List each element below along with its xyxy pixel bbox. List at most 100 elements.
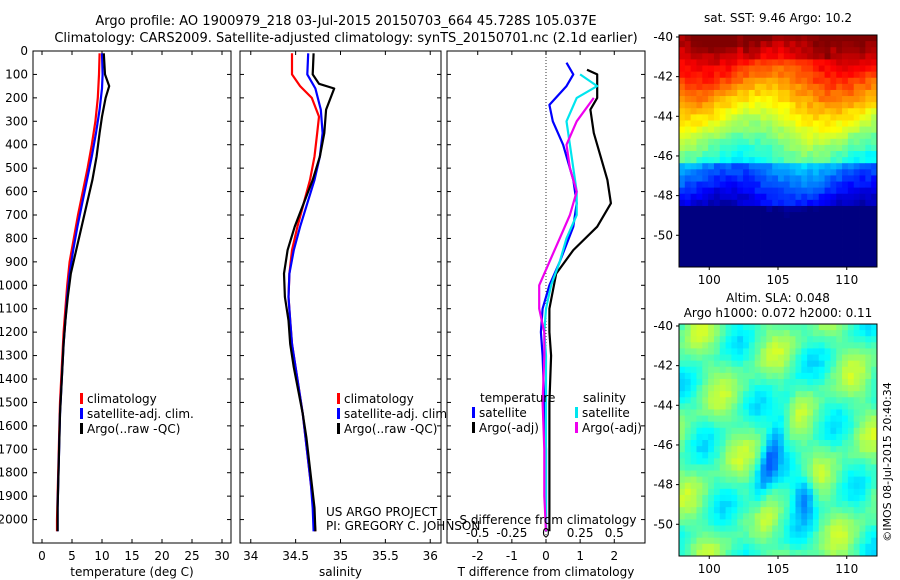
sla-map-cell xyxy=(859,507,866,514)
sla-map-cell xyxy=(842,433,849,441)
sst-map-cell xyxy=(836,224,843,231)
sla-map-cell xyxy=(743,409,750,416)
sla-map-cell xyxy=(783,421,791,429)
sst-map-cell xyxy=(748,187,756,195)
sst-map-cell xyxy=(853,35,860,42)
sla-map-cell xyxy=(754,421,761,429)
sla-map-cell xyxy=(737,537,744,545)
sla-map-cell xyxy=(737,488,744,496)
sst-map-cell xyxy=(801,199,808,207)
sst-map-cell xyxy=(830,260,837,268)
sla-map-cell xyxy=(690,421,697,429)
sst-map-cell xyxy=(812,77,820,85)
sst-map-cell xyxy=(801,151,808,158)
sla-map-cell xyxy=(679,415,686,423)
sst-map-cell xyxy=(737,169,744,176)
sla-map-cell xyxy=(778,494,785,502)
sla-map-cell xyxy=(696,549,703,557)
sst-map-cell xyxy=(783,212,791,219)
sst-map-cell xyxy=(865,199,872,207)
sst-map-cell xyxy=(731,114,738,121)
sst-map-cell xyxy=(748,193,756,201)
sst-map-cell xyxy=(766,230,773,237)
sst-map-cell xyxy=(760,126,767,134)
sla-map-cell xyxy=(679,385,686,392)
sla-map-cell xyxy=(754,409,761,416)
sla-map-cell xyxy=(760,403,767,410)
sst-map-cell xyxy=(731,53,738,60)
sst-map-cell xyxy=(696,187,703,195)
sla-map-cell xyxy=(783,354,791,362)
sst-map-cell xyxy=(783,59,791,66)
sla-map-cell xyxy=(801,543,808,551)
sst-map-cell xyxy=(748,175,756,182)
sla-map-cell xyxy=(830,360,837,368)
sst-map-cell xyxy=(865,181,872,189)
map-x-tick-label: 105 xyxy=(767,273,790,287)
sla-map-cell xyxy=(847,348,855,355)
sst-map-cell xyxy=(859,53,866,60)
sst-map-cell xyxy=(824,236,831,243)
sst-map-cell xyxy=(708,157,715,164)
sst-map-cell xyxy=(719,35,726,42)
sla-map-cell xyxy=(801,403,808,410)
sla-map-cell xyxy=(725,324,732,331)
sla-map-cell xyxy=(842,324,849,331)
map-y-tick-label: -40 xyxy=(653,319,673,333)
sla-map-cell xyxy=(690,378,697,386)
sst-map-cell xyxy=(807,260,814,268)
sst-map-cell xyxy=(853,169,860,176)
sla-map-cell xyxy=(871,464,878,471)
sst-map-cell xyxy=(696,254,703,262)
sla-map-cell xyxy=(772,415,779,423)
sst-map-cell xyxy=(725,132,732,140)
sst-map-cell xyxy=(830,41,837,48)
sst-map-cell xyxy=(696,199,703,207)
sst-map-cell xyxy=(713,59,721,66)
sla-map-cell xyxy=(754,494,761,502)
sla-map-cell xyxy=(842,440,849,447)
sst-map-cell xyxy=(748,242,756,250)
sst-map-cell xyxy=(842,144,849,152)
sla-map-cell xyxy=(760,537,767,545)
sst-map-cell xyxy=(847,89,855,97)
sla-map-cell xyxy=(743,543,750,551)
sst-map-cell xyxy=(719,71,726,79)
sla-map-cell xyxy=(713,525,721,532)
sla-map-cell xyxy=(824,519,831,526)
sla-map-cell xyxy=(824,391,831,398)
sla-map-cell xyxy=(807,397,814,404)
x-tick-label: 25 xyxy=(184,549,199,563)
sla-map-cell xyxy=(696,501,703,508)
sst-map-cell xyxy=(812,96,820,103)
sst-map-cell xyxy=(690,41,697,48)
credit-line1: US ARGO PROJECT xyxy=(326,505,438,519)
sla-map-cell xyxy=(830,537,837,545)
sla-map-cell xyxy=(760,507,767,514)
sst-map-cell xyxy=(743,59,750,66)
sst-map-cell xyxy=(778,218,785,225)
sla-map-cell xyxy=(824,342,831,349)
sla-map-cell xyxy=(725,458,732,465)
sst-map-cell xyxy=(853,102,860,109)
sla-map-cell xyxy=(737,409,744,416)
sla-map-cell xyxy=(766,409,773,416)
sst-map-cell xyxy=(679,120,686,127)
sla-map-cell xyxy=(865,549,872,557)
sla-map-cell xyxy=(818,476,825,484)
sst-map-cell xyxy=(789,144,796,152)
sst-map-cell xyxy=(830,83,837,91)
y-tick-label: 1100 xyxy=(0,302,28,316)
sst-map-cell xyxy=(836,89,843,97)
sst-map-cell xyxy=(743,157,750,164)
sla-map-cell xyxy=(807,348,814,355)
y-tick-label: 200 xyxy=(5,91,28,105)
sst-map-cell xyxy=(795,181,802,189)
sst-map-cell xyxy=(789,120,796,127)
sla-map-cell xyxy=(812,525,820,532)
sst-map-cell xyxy=(818,59,825,66)
y-tick-label: 1000 xyxy=(0,278,28,292)
sla-map-cell xyxy=(865,525,872,532)
sla-map-cell xyxy=(836,549,843,557)
sst-map-cell xyxy=(684,144,692,152)
